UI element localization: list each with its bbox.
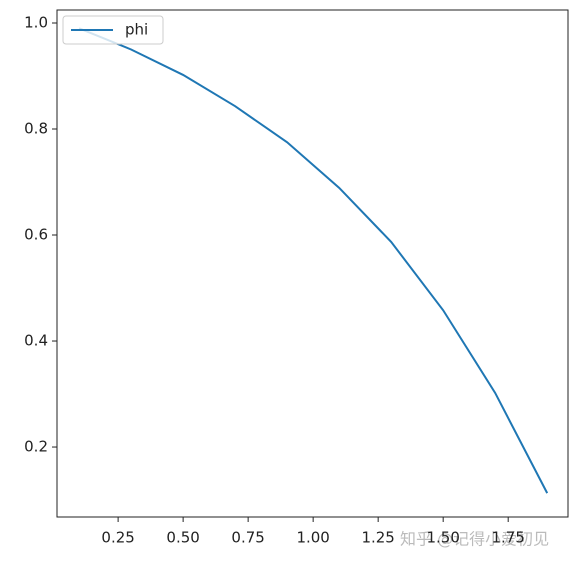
x-tick-label: 0.25 [101, 529, 134, 547]
line-series [78, 27, 549, 494]
x-tick-label: 1.25 [361, 529, 394, 547]
x-tick-label: 1.50 [426, 529, 459, 547]
y-tick-label: 1.0 [24, 13, 48, 31]
watermark: 知乎 @记得小爱初见 [400, 530, 549, 549]
x-tick-label: 0.50 [166, 529, 199, 547]
y-tick-label: 0.6 [24, 226, 48, 244]
y-tick-label: 0.4 [24, 332, 48, 350]
plot-frame [56, 9, 569, 518]
x-tick-label: 1.75 [491, 529, 524, 547]
legend-label: phi [125, 21, 148, 39]
y-tick-label: 0.8 [24, 119, 48, 137]
x-tick-label: 0.75 [231, 529, 264, 547]
x-tick-label: 1.00 [296, 529, 329, 547]
y-tick-label: 0.2 [24, 438, 48, 456]
